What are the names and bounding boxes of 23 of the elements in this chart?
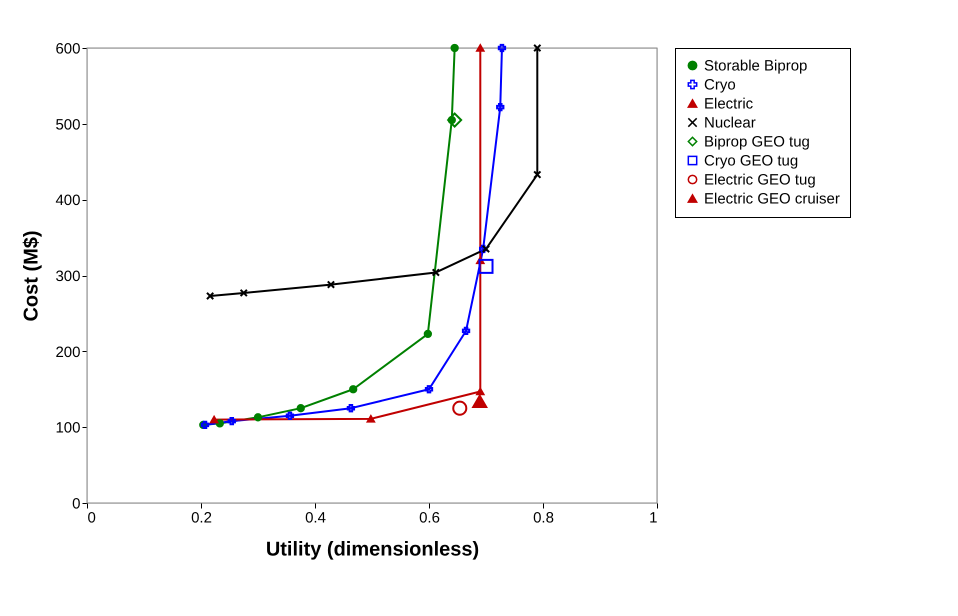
x-tick-label: 1 <box>649 510 658 526</box>
y-tick-label: 400 <box>55 192 80 210</box>
y-tick-label: 0 <box>72 496 80 512</box>
x-tick-label: 0 <box>88 510 96 526</box>
legend-label: Cryo <box>704 76 736 94</box>
x-tick-label: 0.4 <box>305 510 326 526</box>
x-tick-label: 0.6 <box>419 510 440 526</box>
legend-label: Storable Biprop <box>704 58 808 74</box>
legend-label: Electric <box>704 96 754 112</box>
y-tick-label: 600 <box>55 40 80 58</box>
y-tick-label: 200 <box>55 344 80 361</box>
legend-label: Electric GEO cruiser <box>704 190 840 208</box>
y-tick-label: 300 <box>55 268 80 285</box>
legend-label: Nuclear <box>704 114 756 132</box>
x-tick-label: 0.8 <box>533 510 554 526</box>
y-tick-label: 500 <box>55 116 80 134</box>
legend-label: Biprop GEO tug <box>704 134 810 150</box>
legend-label: Cryo GEO tug <box>704 152 798 170</box>
y-tick-label: 100 <box>55 420 80 437</box>
x-axis-title: Utility (dimensionless) <box>266 538 480 560</box>
y-axis-title: Cost (M$) <box>20 230 42 322</box>
legend-label: Electric GEO tug <box>704 172 816 188</box>
x-tick-label: 0.2 <box>191 510 212 526</box>
